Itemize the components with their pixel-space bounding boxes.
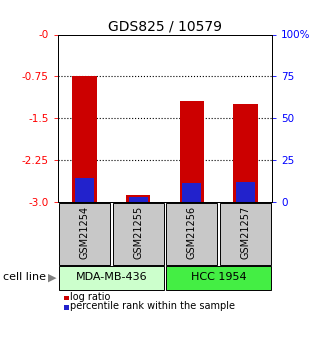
- Text: MDA-MB-436: MDA-MB-436: [76, 272, 147, 282]
- Text: GSM21255: GSM21255: [133, 205, 143, 259]
- Text: GSM21254: GSM21254: [80, 206, 89, 258]
- Bar: [233, 104, 257, 202]
- Bar: [73, 76, 97, 202]
- Bar: [129, 197, 148, 202]
- Text: percentile rank within the sample: percentile rank within the sample: [70, 301, 235, 311]
- Text: log ratio: log ratio: [70, 292, 110, 302]
- Text: GSM21256: GSM21256: [187, 206, 197, 258]
- Bar: [182, 184, 201, 202]
- Title: GDS825 / 10579: GDS825 / 10579: [108, 19, 222, 33]
- Bar: [126, 195, 150, 202]
- Text: GSM21257: GSM21257: [241, 205, 250, 259]
- Bar: [180, 101, 204, 202]
- Text: cell line: cell line: [3, 272, 46, 282]
- Text: ▶: ▶: [48, 272, 56, 282]
- Bar: [75, 178, 94, 202]
- Bar: [236, 182, 255, 202]
- Text: HCC 1954: HCC 1954: [191, 272, 247, 282]
